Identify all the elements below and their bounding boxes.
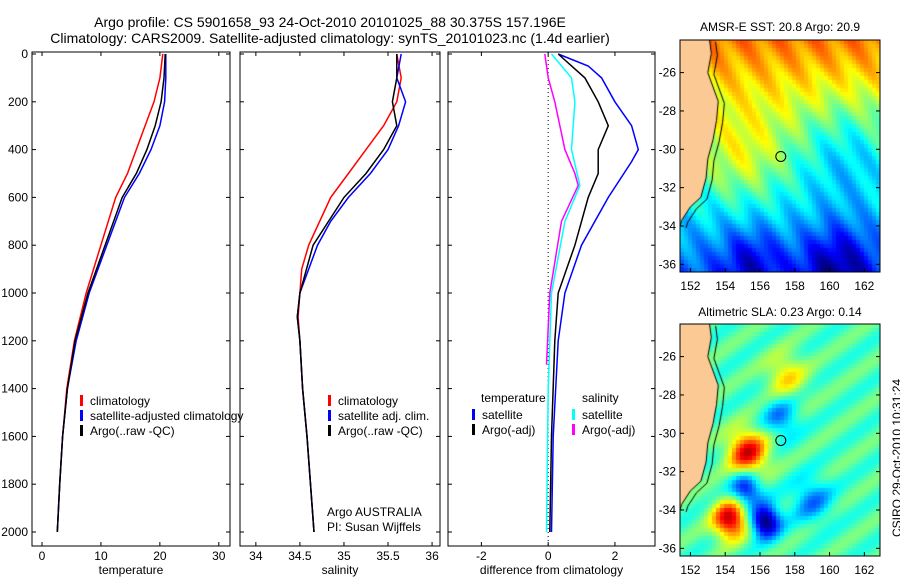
map-frame	[679, 323, 881, 557]
legend-swatch	[80, 410, 83, 421]
y-tick-label: 1200	[1, 334, 28, 348]
x-tick-label: 35.5	[376, 549, 400, 563]
x-tick-label: -2	[476, 549, 487, 563]
y-tick-label: 2000	[1, 525, 28, 539]
lon-tick-label: 154	[715, 279, 735, 293]
lon-tick-label: 162	[854, 279, 874, 293]
legend-swatch	[472, 424, 475, 435]
y-tick-label: 1000	[1, 286, 28, 300]
y-tick-label: 1600	[1, 429, 28, 443]
lat-tick-label: -32	[659, 465, 677, 479]
map-frame	[679, 39, 881, 273]
lat-tick-label: -30	[659, 142, 677, 156]
x-tick-label: 20	[153, 549, 167, 563]
x-tick-label: 36	[425, 549, 439, 563]
figure-title-line2: Climatology: CARS2009. Satellite-adjuste…	[50, 30, 610, 46]
lon-tick-label: 158	[785, 563, 805, 577]
y-tick-label: 1400	[1, 382, 28, 396]
sla-map	[680, 324, 880, 556]
legend-label: climatology	[90, 394, 150, 408]
legend-label: Argo(..raw -QC)	[338, 424, 423, 438]
legend-label: satellite	[482, 408, 523, 422]
legend-label: satellite-adjusted climatology	[90, 409, 243, 423]
series-line-argo-raw-qc-	[296, 54, 398, 533]
legend-label: Argo(..raw -QC)	[90, 424, 175, 438]
legend-swatch	[328, 395, 331, 406]
legend-swatch	[572, 409, 575, 420]
x-tick-label: 0	[545, 549, 552, 563]
panel-0-frame	[31, 51, 231, 547]
lat-tick-label: -36	[659, 257, 677, 271]
x-tick-label: 34	[249, 549, 263, 563]
legend-heading-salinity: salinity	[582, 391, 619, 405]
lat-tick-label: -30	[659, 426, 677, 440]
y-tick-label: 0	[21, 47, 28, 61]
x-tick-label: 10	[94, 549, 108, 563]
y-tick-label: 600	[8, 190, 28, 204]
lat-tick-label: -26	[659, 66, 677, 80]
lon-tick-label: 156	[750, 563, 770, 577]
legend-swatch	[80, 425, 83, 436]
x-tick-label: 30	[212, 549, 226, 563]
y-tick-label: 1800	[1, 477, 28, 491]
lat-tick-label: -28	[659, 388, 677, 402]
lon-tick-label: 162	[854, 563, 874, 577]
lat-tick-label: -36	[659, 541, 677, 555]
panel-1-frame	[239, 51, 441, 547]
legend-label: Argo(-adj)	[582, 423, 635, 437]
lon-tick-label: 158	[785, 279, 805, 293]
legend-label: satellite	[582, 408, 623, 422]
lat-tick-label: -34	[659, 219, 677, 233]
series-line-salinity-argo-adj-	[544, 53, 579, 365]
series-line-salinity-satellite	[545, 53, 581, 533]
legend-swatch	[572, 424, 575, 435]
x-tick-label: 0	[39, 549, 46, 563]
lon-tick-label: 156	[750, 279, 770, 293]
y-tick-label: 400	[8, 143, 28, 157]
legend-swatch	[472, 409, 475, 420]
legend-label: satellite adj. clim.	[338, 409, 429, 423]
y-tick-label: 800	[8, 238, 28, 252]
legend-swatch	[80, 395, 83, 406]
figure-title-line1: Argo profile: CS 5901658_93 24-Oct-2010 …	[94, 14, 566, 30]
sst-map	[680, 40, 880, 272]
lon-tick-label: 154	[715, 563, 735, 577]
x-axis-label: difference from climatology	[480, 563, 623, 577]
legend-heading-temperature: temperature	[481, 391, 546, 405]
sla-map-title: Altimetric SLA: 0.23 Argo: 0.14	[698, 305, 862, 319]
argo-location-marker	[775, 150, 787, 162]
lat-tick-label: -26	[659, 350, 677, 364]
series-line-argo-raw-qc-	[56, 53, 166, 533]
series-line-temperature-argo-adj-	[549, 53, 610, 533]
lat-tick-label: -34	[659, 503, 677, 517]
x-axis-label: temperature	[99, 563, 164, 577]
lat-tick-label: -28	[659, 104, 677, 118]
legend-swatch	[328, 410, 331, 421]
series-line-temperature-satellite	[550, 53, 640, 533]
legend-swatch	[328, 425, 331, 436]
x-tick-label: 34.5	[288, 549, 312, 563]
y-tick-label: 200	[8, 95, 28, 109]
x-axis-label: salinity	[322, 563, 359, 577]
lon-tick-label: 152	[680, 563, 700, 577]
float-program-label: Argo AUSTRALIA	[327, 505, 422, 519]
lon-tick-label: 160	[820, 563, 840, 577]
argo-location-marker	[775, 434, 787, 446]
x-tick-label: 2	[612, 549, 619, 563]
legend-label: Argo(-adj)	[482, 423, 535, 437]
lon-tick-label: 152	[680, 279, 700, 293]
side-credit: CSIRO 29-Oct-2010 10:31:24	[890, 378, 900, 537]
x-tick-label: 35	[337, 549, 351, 563]
pi-label: PI: Susan Wijffels	[327, 520, 421, 534]
sst-map-title: AMSR-E SST: 20.8 Argo: 20.9	[699, 20, 861, 34]
lon-tick-label: 160	[820, 279, 840, 293]
legend-label: climatology	[338, 394, 398, 408]
lat-tick-label: -32	[659, 181, 677, 195]
